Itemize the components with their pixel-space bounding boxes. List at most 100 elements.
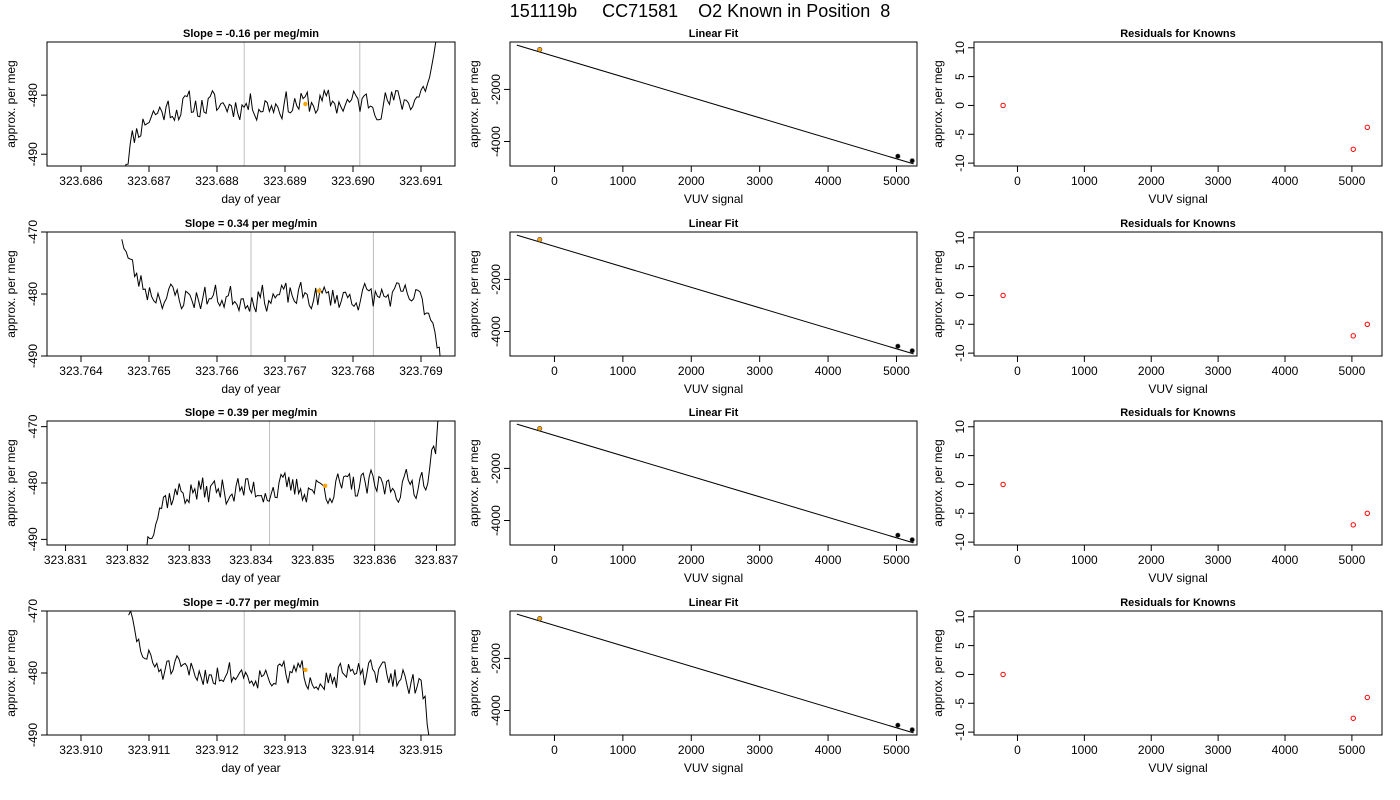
fit-point bbox=[909, 348, 915, 354]
mean-marker bbox=[303, 101, 308, 107]
y-axis-label: approx. per meg bbox=[4, 629, 18, 716]
panel-title: Residuals for Knowns bbox=[1120, 28, 1236, 40]
panel-title: Slope = 0.39 per meg/min bbox=[185, 407, 318, 419]
x-tick-label: 323.834 bbox=[229, 553, 273, 567]
plot-frame bbox=[46, 420, 456, 546]
x-axis-label: VUV signal bbox=[684, 761, 743, 775]
fit-point bbox=[537, 616, 543, 622]
plot-frame bbox=[973, 420, 1383, 546]
fit-point bbox=[895, 532, 901, 538]
plot-frame bbox=[46, 231, 456, 357]
x-tick-label: 323.837 bbox=[415, 553, 459, 567]
x-tick-label: 0 bbox=[1014, 364, 1021, 378]
residual-point bbox=[1364, 510, 1370, 516]
x-tick-label: 323.767 bbox=[263, 364, 307, 378]
y-tick-label: 5 bbox=[953, 452, 967, 459]
x-axis-label: VUV signal bbox=[1148, 382, 1207, 396]
x-tick-label: 0 bbox=[1014, 553, 1021, 567]
panel-residuals-row-3: Residuals for Knowns 0 1000 2000 3000 4000 500… bbox=[931, 597, 1383, 775]
panel-title: Residuals for Knowns bbox=[1120, 597, 1236, 609]
plot-area bbox=[516, 234, 915, 355]
y-axis-label: approx. per meg bbox=[467, 60, 481, 147]
series-line bbox=[146, 421, 439, 545]
x-tick-label: 1000 bbox=[1071, 364, 1098, 378]
y-tick-label: -10 bbox=[953, 723, 967, 741]
x-tick-label: 323.910 bbox=[59, 743, 103, 757]
x-tick-label: 1000 bbox=[1071, 743, 1098, 757]
x-tick-label: 4000 bbox=[815, 743, 842, 757]
x-axis-label: day of year bbox=[221, 382, 280, 396]
y-tick-label: -4000 bbox=[489, 695, 503, 726]
panel-title: Slope = -0.16 per meg/min bbox=[183, 28, 319, 40]
residual-point bbox=[1350, 146, 1356, 152]
y-tick-label: -490 bbox=[26, 344, 40, 368]
plot-frame bbox=[509, 420, 918, 546]
plot-area bbox=[516, 44, 915, 165]
x-tick-label: 3000 bbox=[746, 174, 773, 188]
y-tick-label: 0 bbox=[953, 671, 967, 678]
x-tick-label: 323.768 bbox=[331, 364, 375, 378]
fit-point bbox=[909, 158, 915, 164]
x-axis-label: VUV signal bbox=[1148, 571, 1207, 585]
plot-frame bbox=[973, 231, 1383, 357]
y-axis-label: approx. per meg bbox=[931, 439, 945, 526]
x-tick-label: 2000 bbox=[1138, 553, 1165, 567]
y-tick-label: -4000 bbox=[489, 505, 503, 536]
panel-title: Linear Fit bbox=[689, 407, 739, 419]
x-tick-label: 323.833 bbox=[167, 553, 211, 567]
plot-frame bbox=[509, 610, 918, 736]
x-tick-label: 4000 bbox=[1272, 553, 1299, 567]
y-tick-label: -470 bbox=[26, 220, 40, 244]
panel-residuals-row-0: Residuals for Knowns 0 1000 2000 3000 4000 500… bbox=[931, 28, 1383, 206]
x-tick-label: 2000 bbox=[678, 743, 705, 757]
y-tick-label: -2000 bbox=[489, 264, 503, 295]
residual-point bbox=[1350, 715, 1356, 721]
y-tick-label: -10 bbox=[953, 344, 967, 362]
x-tick-label: 4000 bbox=[1272, 174, 1299, 188]
x-tick-label: 5000 bbox=[883, 364, 910, 378]
y-tick-label: -5 bbox=[953, 129, 967, 140]
x-tick-label: 323.831 bbox=[44, 553, 88, 567]
fit-point bbox=[909, 727, 915, 733]
fit-line bbox=[516, 423, 914, 544]
y-tick-label: 10 bbox=[953, 420, 967, 434]
x-tick-label: 323.915 bbox=[399, 743, 443, 757]
plot-area bbox=[125, 42, 437, 166]
panel-title: Linear Fit bbox=[689, 218, 739, 230]
panel-fit-row-1: Linear Fit 0 1000 2000 3000 4000 5000 -2000 -400… bbox=[467, 218, 918, 396]
y-axis-label: approx. per meg bbox=[4, 250, 18, 337]
x-tick-label: 3000 bbox=[1205, 174, 1232, 188]
x-tick-label: 4000 bbox=[1272, 743, 1299, 757]
x-tick-label: 1000 bbox=[1071, 553, 1098, 567]
x-axis-label: day of year bbox=[221, 192, 280, 206]
x-tick-label: 2000 bbox=[678, 174, 705, 188]
y-tick-label: -480 bbox=[26, 471, 40, 495]
plot-area bbox=[128, 611, 430, 735]
panel-residuals-row-1: Residuals for Knowns 0 1000 2000 3000 4000 500… bbox=[931, 218, 1383, 396]
y-tick-label: -490 bbox=[26, 527, 40, 551]
x-tick-label: 5000 bbox=[883, 743, 910, 757]
x-tick-label: 3000 bbox=[1205, 364, 1232, 378]
panel-title: Linear Fit bbox=[689, 28, 739, 40]
x-tick-label: 3000 bbox=[746, 743, 773, 757]
series-line bbox=[125, 42, 437, 166]
plot-frame bbox=[509, 41, 918, 167]
x-tick-label: 323.835 bbox=[291, 553, 335, 567]
y-tick-label: 0 bbox=[953, 102, 967, 109]
x-tick-label: 0 bbox=[1014, 174, 1021, 188]
y-axis-label: approx. per meg bbox=[4, 60, 18, 147]
x-tick-label: 4000 bbox=[815, 364, 842, 378]
y-axis-label: approx. per meg bbox=[4, 439, 18, 526]
y-tick-label: -5 bbox=[953, 698, 967, 709]
panel-timeseries-row-3: Slope = -0.77 per meg/min 323.910 323.911 3… bbox=[4, 597, 456, 775]
x-tick-label: 323.765 bbox=[127, 364, 171, 378]
y-tick-label: 10 bbox=[953, 610, 967, 624]
y-tick-label: -480 bbox=[26, 661, 40, 685]
plot-frame bbox=[46, 41, 456, 167]
x-tick-label: 0 bbox=[551, 743, 558, 757]
plot-area bbox=[121, 232, 441, 356]
y-axis-label: approx. per meg bbox=[467, 250, 481, 337]
x-axis-label: day of year bbox=[221, 761, 280, 775]
residual-point bbox=[1350, 522, 1356, 528]
y-axis-label: approx. per meg bbox=[931, 60, 945, 147]
